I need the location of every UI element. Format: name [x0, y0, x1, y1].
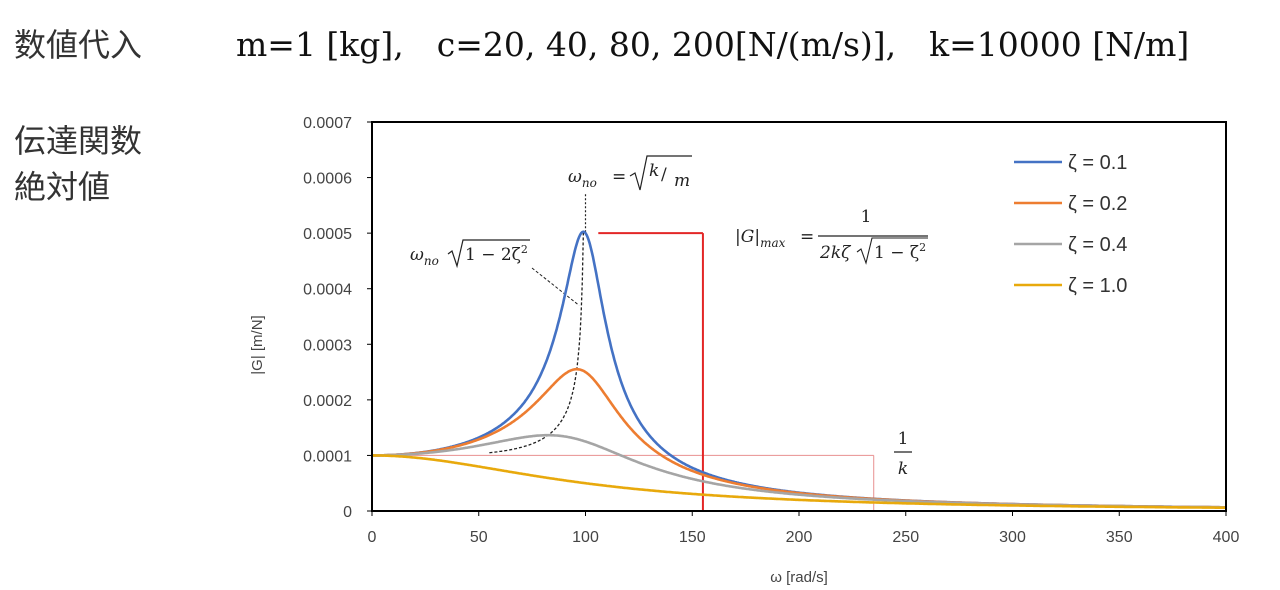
- x-tick-label: 350: [1106, 529, 1133, 546]
- legend-label: ζ = 0.2: [1068, 193, 1127, 215]
- legend-label: ζ = 1.0: [1068, 275, 1127, 297]
- x-tick-label: 50: [470, 529, 488, 546]
- y-axis-label: |G| [m/N]: [249, 315, 266, 374]
- peak-locus-pointer: [531, 267, 580, 306]
- y-tick-label: 0.0006: [303, 171, 352, 188]
- transfer-function-heading: 伝達関数 絶対値: [14, 118, 142, 210]
- substitution-heading: 数値代入: [14, 26, 143, 64]
- svg-text:ωno: ωno: [568, 167, 597, 190]
- plot-area-border: [371, 121, 1227, 512]
- gmax-equation: |G|max = 1 2kζ 1 − ζ2: [735, 207, 928, 265]
- tf-heading-line1: 伝達関数: [14, 122, 143, 160]
- x-tick-label: 200: [786, 529, 813, 546]
- x-tick-label: 150: [679, 529, 706, 546]
- guide-lines: [372, 194, 875, 511]
- plot-frame: [371, 121, 1227, 512]
- natural-frequency-equation: ωno = k / m: [568, 155, 692, 191]
- x-tick-label: 300: [999, 529, 1026, 546]
- svg-text:1 − ζ2: 1 − ζ2: [874, 241, 926, 263]
- y-tick-label: 0.0001: [303, 448, 352, 465]
- peak-frequency-equation: ωno 1 − 2ζ2: [410, 239, 530, 269]
- x-axis-label: ω [rad/s]: [770, 569, 828, 586]
- x-tick-label: 100: [572, 529, 599, 546]
- svg-text:1: 1: [861, 207, 872, 227]
- y-tick-label: 0.0007: [303, 115, 352, 132]
- legend-label: ζ = 0.4: [1068, 234, 1127, 256]
- tf-heading-line2: 絶対値: [14, 168, 111, 206]
- chart-legend: ζ = 0.1 ζ = 0.2 ζ = 0.4 ζ = 1.0: [1014, 152, 1127, 297]
- svg-text:1: 1: [898, 429, 909, 449]
- y-tick-label: 0.0002: [303, 393, 352, 410]
- series-lines: [371, 230, 1227, 509]
- svg-text:k: k: [649, 161, 659, 181]
- svg-text:|G|max: |G|max: [735, 227, 786, 250]
- svg-text:2kζ: 2kζ: [819, 243, 852, 263]
- series-line: [371, 230, 1227, 509]
- x-tick-label: 0: [368, 529, 377, 546]
- parameter-values: m=1 [kg], c=20, 40, 80, 200[N/(m/s)], k=…: [236, 25, 1190, 64]
- svg-text:/: /: [661, 165, 667, 185]
- x-tick-label: 250: [892, 529, 919, 546]
- x-tick-label: 400: [1213, 529, 1240, 546]
- y-tick-label: 0.0003: [303, 337, 352, 354]
- y-tick-label: 0.0005: [303, 226, 352, 243]
- inverse-k-label: 1 k: [894, 429, 912, 479]
- svg-text:ωno: ωno: [410, 245, 439, 268]
- axis-ticks: 0 50 100 150 200 250 300 350 400 0 0.0001 0.0002 0.0…: [303, 115, 1239, 546]
- series-line: [371, 367, 1227, 509]
- legend-label: ζ = 0.1: [1068, 152, 1127, 174]
- svg-text:m: m: [674, 171, 690, 191]
- svg-text:=: =: [800, 227, 814, 247]
- y-tick-label: 0: [343, 504, 352, 521]
- peak-locus-curve: [489, 230, 585, 454]
- svg-text:=: =: [612, 167, 626, 187]
- svg-text:1 − 2ζ2: 1 − 2ζ2: [465, 243, 528, 265]
- series-line: [371, 454, 1227, 509]
- svg-text:k: k: [898, 459, 908, 479]
- y-tick-label: 0.0004: [303, 282, 352, 299]
